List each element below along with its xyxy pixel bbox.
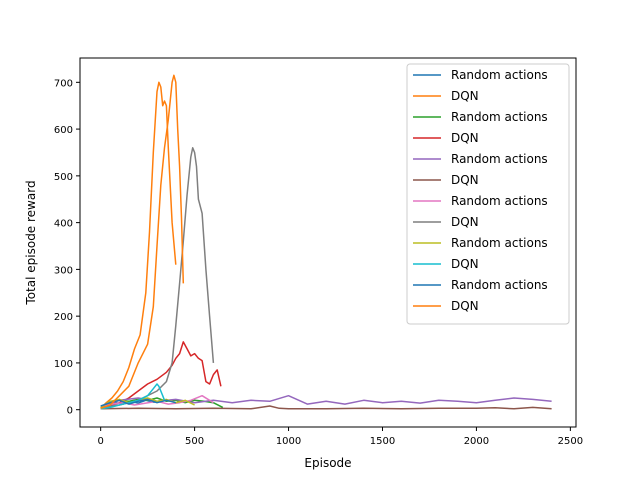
y-tick-label: 300 <box>54 265 73 276</box>
y-tick-label: 600 <box>54 125 73 136</box>
y-tick-label: 0 <box>67 406 73 417</box>
x-axis-ticks: 0 500 1000 1500 2000 2500 <box>97 427 583 447</box>
y-tick-label: 400 <box>54 219 73 230</box>
y-tick-label: 700 <box>54 78 73 89</box>
series-line-4 <box>100 341 222 410</box>
legend-label: DQN <box>451 173 479 187</box>
legend-label: Random actions <box>451 110 548 124</box>
series-line-12 <box>100 74 185 410</box>
legend-label: DQN <box>451 215 479 229</box>
legend-label: Random actions <box>451 236 548 250</box>
series-line-6 <box>100 405 552 410</box>
x-axis-label: Episode <box>304 456 351 470</box>
y-axis-label: Total episode reward <box>24 180 38 305</box>
x-tick-label: 1000 <box>276 436 301 447</box>
series-line-5 <box>100 394 552 409</box>
y-tick-label: 200 <box>54 312 73 323</box>
x-tick-label: 0 <box>97 436 103 447</box>
series-layer <box>100 74 552 410</box>
series-line-9 <box>100 397 195 409</box>
legend-label: Random actions <box>451 278 548 292</box>
y-tick-label: 500 <box>54 172 73 183</box>
legend-label: DQN <box>451 89 479 103</box>
plot-frame <box>79 57 577 428</box>
x-tick-label: 2500 <box>558 436 583 447</box>
series-line-10 <box>100 383 166 410</box>
series-line-8 <box>100 147 215 409</box>
legend-frame <box>406 63 570 325</box>
x-tick-label: 500 <box>185 436 204 447</box>
legend-label: Random actions <box>451 194 548 208</box>
legend-label: DQN <box>451 257 479 271</box>
legend-label: Random actions <box>451 152 548 166</box>
y-axis-ticks: 0 100 200 300 400 500 600 700 <box>54 78 80 417</box>
legend-label: Random actions <box>451 68 548 82</box>
series-line-2 <box>100 81 177 409</box>
x-tick-label: 1500 <box>370 436 395 447</box>
y-tick-label: 100 <box>54 359 73 370</box>
legend: Random actions DQN Random actions DQN Random… <box>406 63 570 325</box>
x-tick-label: 2000 <box>464 436 489 447</box>
legend-label: DQN <box>451 131 479 145</box>
legend-label: DQN <box>451 299 479 313</box>
